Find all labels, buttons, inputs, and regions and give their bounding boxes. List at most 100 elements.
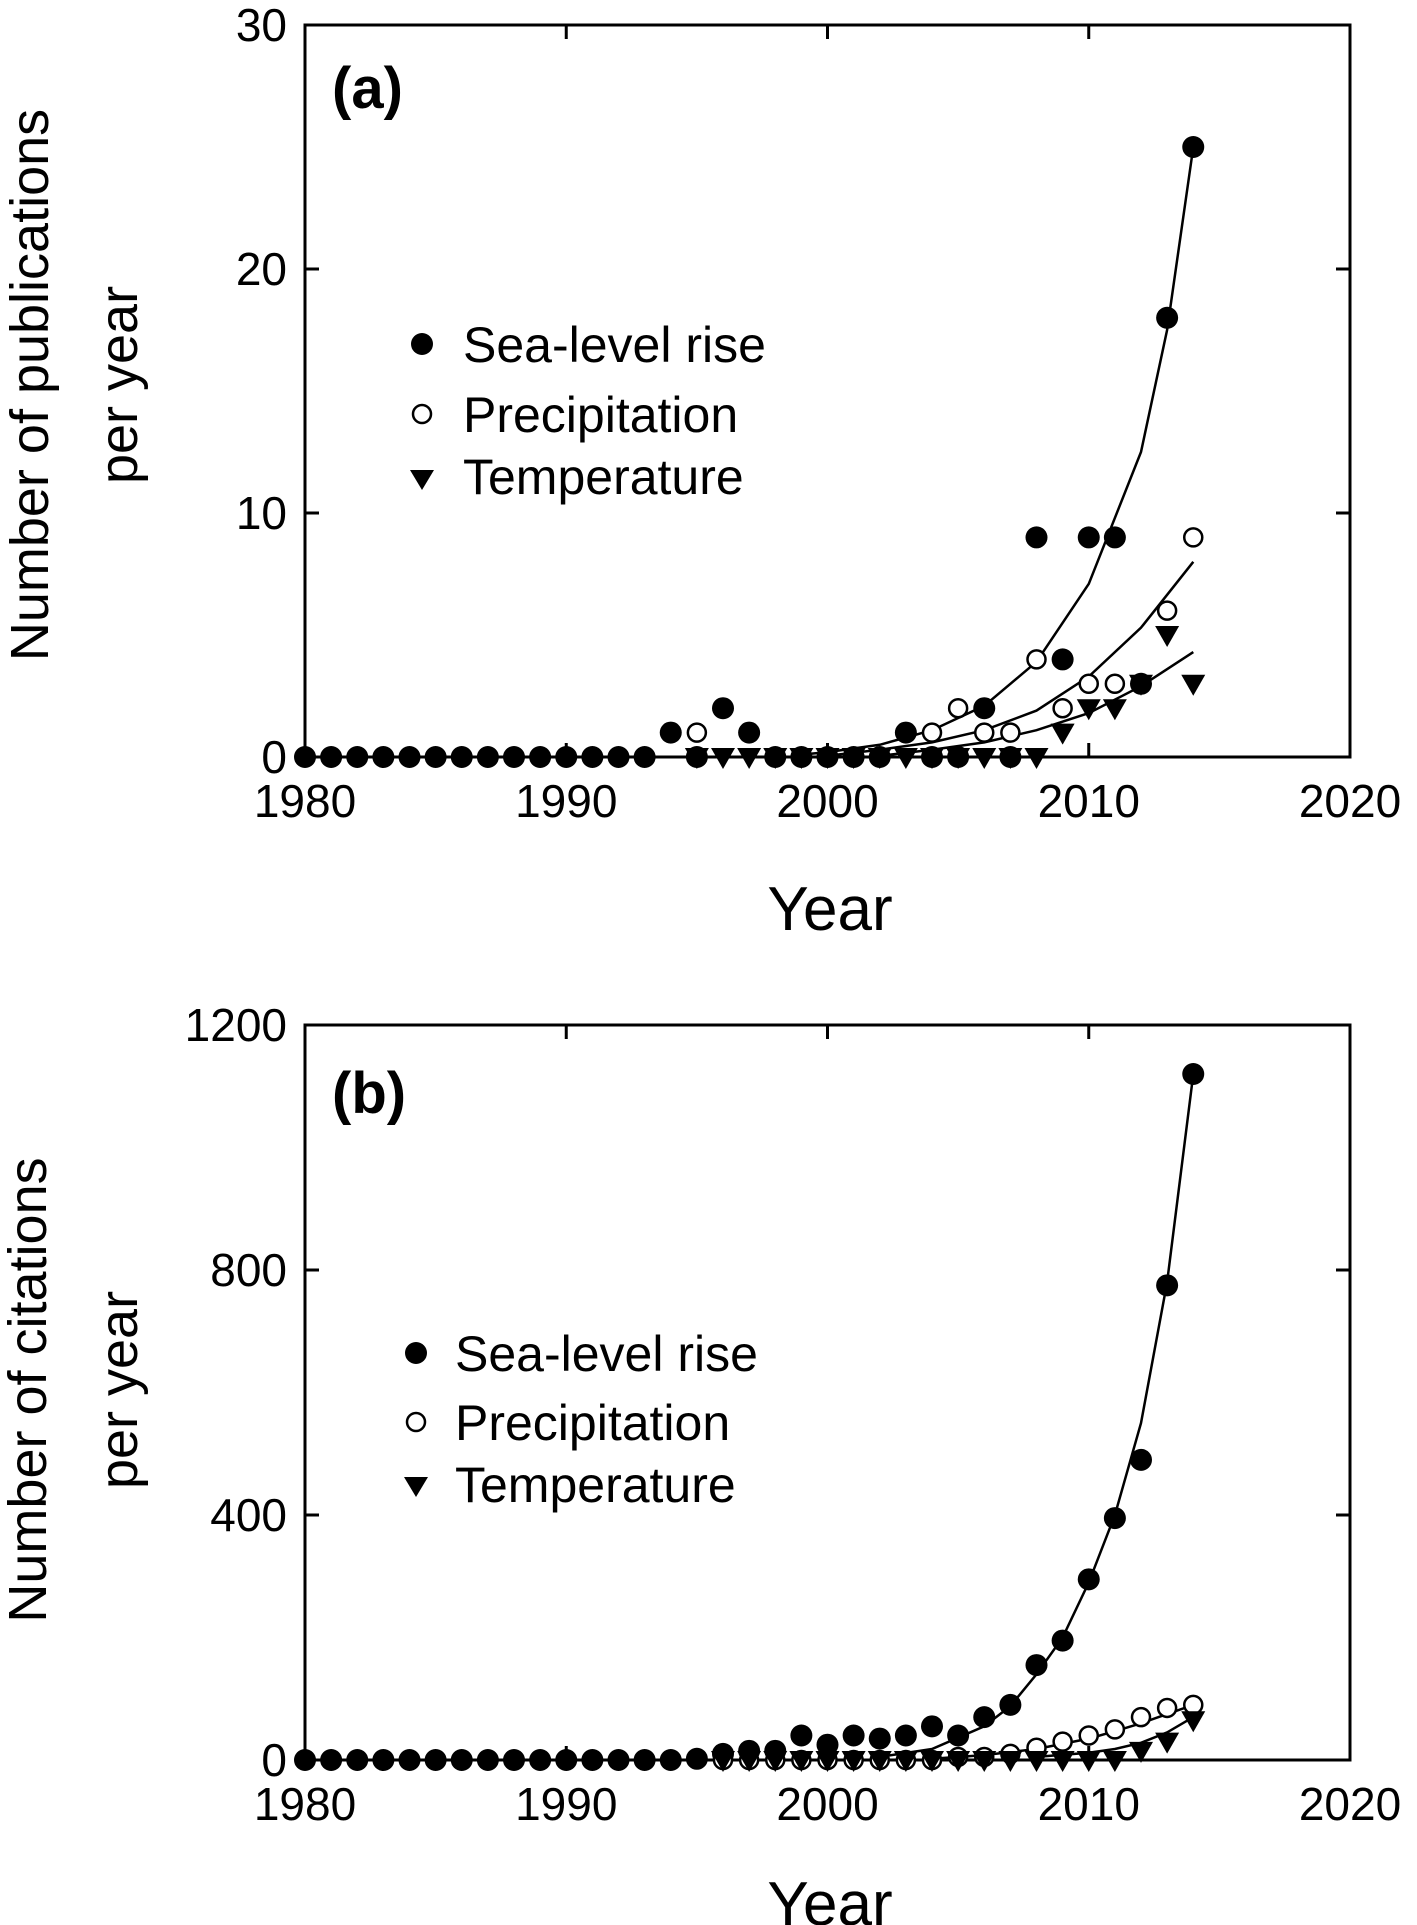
- legend-marker-temperature-a: [410, 470, 434, 490]
- data-point-sea-level-rise: [476, 1749, 499, 1771]
- y-tick-label: 1200: [185, 999, 287, 1051]
- data-point-sea-level-rise: [633, 1749, 656, 1771]
- legend-a: Sea-level rise Precipitation Temperature: [410, 317, 766, 505]
- data-point-temperature: [1024, 1751, 1049, 1772]
- x-tick-label: 1990: [515, 1778, 617, 1830]
- data-point-sea-level-rise: [555, 1749, 578, 1771]
- data-point-precipitation: [1183, 527, 1204, 548]
- data-point-sea-level-rise: [633, 746, 656, 768]
- panel-label-b: (b): [332, 1061, 406, 1126]
- data-point-precipitation: [1156, 1697, 1178, 1719]
- legend-marker-temperature-b: [404, 1477, 428, 1497]
- data-point-sea-level-rise: [450, 1749, 473, 1771]
- data-point-sea-level-rise: [973, 697, 996, 720]
- data-point-precipitation: [1052, 1731, 1073, 1752]
- data-point-sea-level-rise: [581, 746, 604, 768]
- data-point-temperature: [815, 1751, 840, 1772]
- data-point-sea-level-rise: [659, 721, 682, 744]
- x-tick-label: 2000: [776, 1778, 878, 1830]
- data-point-temperature: [1076, 699, 1101, 721]
- x-tick-label: 1980: [254, 775, 356, 827]
- data-point-sea-level-rise: [659, 1749, 682, 1771]
- data-point-sea-level-rise: [1156, 1274, 1179, 1297]
- data-point-precipitation: [947, 697, 969, 719]
- data-point-sea-level-rise: [1077, 1568, 1100, 1591]
- data-point-temperature: [867, 748, 892, 769]
- data-point-precipitation: [1130, 1706, 1152, 1728]
- data-point-sea-level-rise: [1182, 1063, 1205, 1085]
- data-point-temperature: [946, 748, 971, 769]
- data-point-sea-level-rise: [372, 1749, 395, 1771]
- data-point-temperature: [1050, 1751, 1075, 1772]
- data-point-temperature: [893, 1751, 918, 1772]
- data-point-sea-level-rise: [607, 1749, 630, 1771]
- data-point-temperature: [972, 1751, 997, 1772]
- data-point-sea-level-rise: [450, 746, 473, 768]
- y-axis-title-b-line2: per year: [89, 1291, 149, 1489]
- data-point-sea-level-rise: [738, 721, 761, 744]
- data-point-sea-level-rise: [503, 1749, 525, 1771]
- data-point-precipitation: [1078, 673, 1099, 695]
- data-point-sea-level-rise: [1025, 1654, 1048, 1677]
- data-point-temperature: [972, 748, 997, 769]
- legend-marker-sea-level-rise-b: [405, 1342, 427, 1364]
- data-point-sea-level-rise: [1103, 526, 1126, 549]
- x-tick-label: 2000: [776, 775, 878, 827]
- x-tick-label: 2020: [1299, 1778, 1401, 1830]
- data-point-sea-level-rise: [842, 1724, 865, 1747]
- y-tick-label: 30: [236, 0, 287, 51]
- data-point-sea-level-rise: [503, 746, 525, 768]
- data-point-sea-level-rise: [398, 1749, 421, 1771]
- legend-label-temperature-b: Temperature: [455, 1457, 736, 1513]
- data-point-sea-level-rise: [1051, 1629, 1074, 1652]
- data-point-temperature: [1181, 1711, 1206, 1733]
- data-point-sea-level-rise: [424, 1749, 447, 1771]
- data-point-temperature: [920, 748, 944, 769]
- data-point-temperature: [763, 1751, 788, 1772]
- data-point-temperature: [998, 748, 1023, 769]
- data-point-sea-level-rise: [1077, 526, 1100, 549]
- data-point-sea-level-rise: [294, 746, 316, 768]
- y-tick-label: 20: [236, 243, 287, 295]
- data-point-temperature: [711, 748, 735, 769]
- data-point-sea-level-rise: [921, 1715, 943, 1738]
- data-point-sea-level-rise: [973, 1706, 996, 1729]
- data-point-temperature: [763, 748, 788, 769]
- data-point-precipitation: [1104, 673, 1126, 695]
- data-point-temperature: [789, 748, 814, 769]
- data-point-temperature: [841, 1751, 866, 1772]
- legend-marker-precipitation-b: [405, 1411, 427, 1433]
- data-point-sea-level-rise: [320, 1749, 343, 1771]
- data-point-temperature: [1155, 626, 1180, 647]
- data-point-sea-level-rise: [529, 1749, 552, 1771]
- x-tick-label: 2010: [1038, 1778, 1140, 1830]
- data-point-temperature: [841, 748, 866, 769]
- data-point-precipitation: [1104, 1719, 1126, 1740]
- data-point-temperature: [815, 748, 840, 769]
- data-point-sea-level-rise: [346, 1749, 369, 1771]
- data-point-sea-level-rise: [581, 1749, 604, 1771]
- y-tick-label: 0: [261, 731, 287, 783]
- plot-frame: [303, 1023, 1352, 1762]
- legend-b: Sea-level rise Precipitation Temperature: [404, 1326, 758, 1513]
- data-point-sea-level-rise: [999, 1693, 1022, 1716]
- y-tick-label: 10: [236, 487, 287, 539]
- data-point-temperature: [1076, 1751, 1101, 1772]
- legend-marker-sea-level-rise-a: [411, 333, 433, 355]
- data-point-sea-level-rise: [294, 1749, 316, 1771]
- data-point-sea-level-rise: [1182, 136, 1205, 158]
- data-point-temperature: [1155, 1732, 1180, 1754]
- data-point-sea-level-rise: [1025, 526, 1048, 549]
- data-point-precipitation: [1000, 722, 1021, 743]
- data-point-temperature: [893, 748, 918, 769]
- data-point-sea-level-rise: [947, 1724, 970, 1747]
- data-point-sea-level-rise: [685, 1747, 708, 1770]
- x-tick-label: 1980: [254, 1778, 356, 1830]
- data-point-temperature: [684, 748, 709, 769]
- data-point-sea-level-rise: [346, 746, 369, 768]
- data-point-sea-level-rise: [555, 746, 578, 768]
- data-point-temperature: [920, 1751, 944, 1772]
- legend-label-sea-level-rise-b: Sea-level rise: [455, 1326, 758, 1382]
- data-point-sea-level-rise: [320, 746, 343, 768]
- data-point-temperature: [1024, 748, 1049, 769]
